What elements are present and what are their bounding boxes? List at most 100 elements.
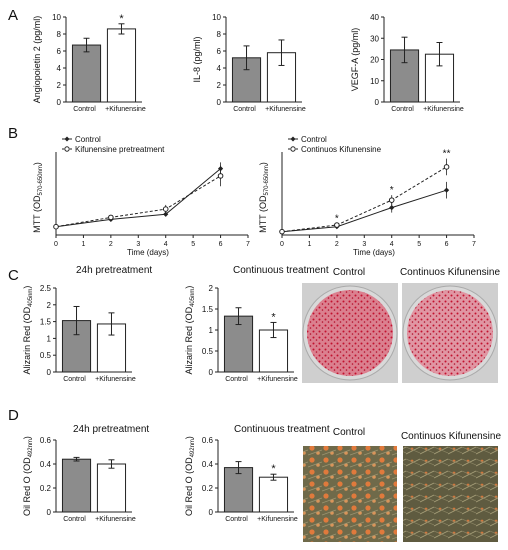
y-tick-label: 0 <box>375 98 380 107</box>
y-tick-label: 8 <box>217 30 222 39</box>
x-tick-label: 7 <box>246 241 250 248</box>
y-tick-label: 10 <box>212 13 221 22</box>
kifunensine-series-line <box>281 166 447 233</box>
y-tick-label: 2 <box>217 81 222 90</box>
significance-star: * <box>390 185 394 196</box>
x-tick-label: +Kifunensine <box>105 106 146 113</box>
x-tick-label: Control <box>225 516 248 523</box>
x-tick-label: 6 <box>219 241 223 248</box>
y-tick-label: 0.6 <box>40 436 52 445</box>
panel-label-a: A <box>8 7 18 24</box>
x-tick-label: 5 <box>191 241 195 248</box>
kifunensine-point <box>334 222 340 228</box>
x-tick-label: 4 <box>390 241 394 248</box>
y-axis-label: Alizarin Red (OD405nm) <box>22 286 34 375</box>
x-tick-label: Control <box>225 376 248 383</box>
x-tick-label: +Kifunensine <box>95 516 136 523</box>
chart-d2: 0 0.2 0.4 0.6 * Control +Kifunensine Oil Red O … <box>184 424 330 523</box>
chart-title: 24h pretreatment <box>73 424 149 435</box>
y-axis-label: MTT (OD570-650nm) <box>258 162 270 233</box>
y-tick-label: 20 <box>370 56 379 65</box>
oilred-kifunensine-photo <box>403 446 498 542</box>
x-tick-label: 1 <box>307 241 311 248</box>
kifunensine-point <box>217 173 224 179</box>
chart-title: Continuous treatment <box>233 265 329 276</box>
kifunensine-point <box>279 228 285 235</box>
oilred-control-photo <box>303 446 397 542</box>
y-tick-label: 2 <box>57 81 62 90</box>
photo-c-control-label: Control <box>333 267 365 278</box>
y-tick-label: 1 <box>47 334 52 343</box>
y-tick-label: 1.5 <box>202 305 214 314</box>
x-tick-label: 6 <box>445 241 449 248</box>
kifunensine-point <box>162 206 169 212</box>
y-tick-label: 40 <box>370 13 379 22</box>
y-axis-label: IL-8 (pg/ml) <box>192 36 202 82</box>
x-tick-label: +Kifunensine <box>257 376 298 383</box>
kifunensine-bar <box>258 476 289 513</box>
x-tick-label: 1 <box>81 241 85 248</box>
panel-label-b: B <box>8 125 18 142</box>
control-bar <box>61 458 92 513</box>
y-tick-label: 1 <box>209 326 214 335</box>
control-point <box>163 211 169 217</box>
y-tick-label: 0.4 <box>40 460 52 469</box>
y-tick-label: 0.5 <box>202 347 214 356</box>
significance-star: ** <box>443 149 451 160</box>
chart-b1: 0 1 2 3 4 5 6 7 Time (days) MTT (OD570-650nm) Cont… <box>32 135 250 257</box>
photo-d-kif-label: Continuos Kifunensine <box>401 431 502 442</box>
legend-label: Continuos Kifunensine <box>301 145 382 154</box>
x-tick-label: Control <box>233 106 256 113</box>
panel-label-c: C <box>8 267 19 284</box>
x-tick-label: +Kifunensine <box>423 106 464 113</box>
x-tick-label: 5 <box>417 241 421 248</box>
legend-marker <box>290 146 296 152</box>
y-axis-label: Angiopoietin 2 (pg/ml) <box>32 16 42 104</box>
y-tick-label: 6 <box>57 47 62 56</box>
y-tick-label: 4 <box>217 64 222 73</box>
y-tick-label: 0.4 <box>202 460 214 469</box>
legend-label: Kifunensine pretreatment <box>75 145 165 154</box>
chart-c2: 0 0.5 1 1.5 2 * Control +Kifunensine Alizarin Re… <box>184 265 329 383</box>
legend-marker <box>64 136 70 142</box>
x-tick-label: 0 <box>54 241 58 248</box>
significance-star: * <box>335 213 339 224</box>
chart-title: 24h pretreatment <box>76 265 152 276</box>
significance-star: * <box>119 13 124 25</box>
y-tick-label: 8 <box>57 30 62 39</box>
x-tick-label: 7 <box>472 241 476 248</box>
kifunensine-point <box>443 164 450 170</box>
x-tick-label: +Kifunensine <box>257 516 298 523</box>
chart-a3: 0 10 20 30 40 Control +Kifunensine VEGF-A (pg/m… <box>350 13 464 113</box>
y-tick-label: 0 <box>47 368 52 377</box>
x-tick-label: +Kifunensine <box>265 106 306 113</box>
legend-label: Control <box>301 135 327 144</box>
control-bar <box>71 44 102 103</box>
kifunensine-point <box>388 197 395 203</box>
x-axis-label: Time (days) <box>353 248 395 257</box>
y-tick-label: 0 <box>217 98 222 107</box>
legend-marker <box>290 136 296 142</box>
chart-a1: 0 2 4 6 8 10 * Control +Kifunensine Angiopoietin … <box>32 13 146 113</box>
kifunensine-bar <box>96 463 127 513</box>
x-axis-label: Time (days) <box>127 248 169 257</box>
y-tick-label: 0.6 <box>202 436 214 445</box>
alizarin-kifunensine-photo <box>402 283 498 383</box>
y-tick-label: 10 <box>52 13 61 22</box>
significance-star: * <box>271 311 276 323</box>
control-series-line <box>281 189 447 233</box>
y-tick-label: 30 <box>370 34 379 43</box>
x-tick-label: 3 <box>362 241 366 248</box>
kifunensine-point <box>108 214 114 221</box>
y-tick-label: 2 <box>209 284 214 293</box>
y-axis-label: Oil Red O (OD492nm) <box>184 436 196 516</box>
control-series-line <box>55 168 221 228</box>
legend-label: Control <box>75 135 101 144</box>
y-tick-label: 0 <box>47 508 52 517</box>
y-tick-label: 0 <box>57 98 62 107</box>
chart-a2: 0 2 4 6 8 10 Control +Kifunensine IL-8 (pg/ml) <box>192 13 306 113</box>
control-point <box>443 187 450 193</box>
y-tick-label: 4 <box>57 64 62 73</box>
